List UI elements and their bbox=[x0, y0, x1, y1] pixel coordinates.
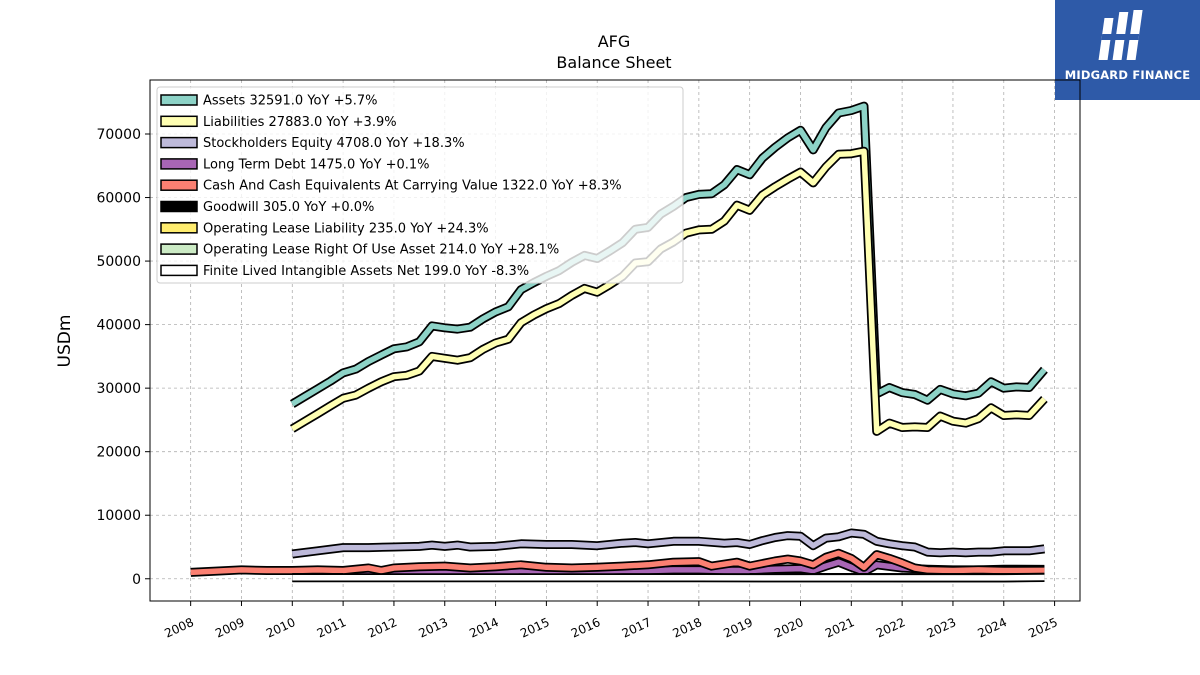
legend-label-7: Operating Lease Right Of Use Asset 214.0… bbox=[203, 243, 559, 258]
legend-label-0: Assets 32591.0 YoY +5.7% bbox=[203, 94, 378, 109]
x-tick-label: 2016 bbox=[569, 615, 603, 641]
x-tick-label: 2011 bbox=[315, 615, 349, 641]
x-tick-label: 2018 bbox=[671, 615, 705, 641]
x-tick-label: 2008 bbox=[162, 615, 196, 641]
brand-logo-icon bbox=[1098, 10, 1143, 60]
legend-swatch-8 bbox=[160, 264, 198, 277]
legend-swatch-6 bbox=[160, 222, 198, 234]
legend-swatch-4 bbox=[160, 179, 198, 191]
x-tick-label: 2023 bbox=[925, 615, 959, 641]
x-tick-label: 2012 bbox=[366, 615, 400, 641]
y-axis-label: USDm bbox=[55, 315, 75, 368]
x-tick-label: 2010 bbox=[264, 615, 298, 641]
x-tick-label: 2015 bbox=[518, 615, 552, 641]
y-tick-label: 50000 bbox=[96, 254, 141, 270]
legend-label-2: Stockholders Equity 4708.0 YoY +18.3% bbox=[203, 136, 465, 151]
x-tick-label: 2013 bbox=[416, 615, 450, 641]
x-tick-label: 2020 bbox=[772, 615, 806, 641]
legend-swatch-1 bbox=[160, 115, 198, 128]
legend-swatch-2 bbox=[160, 136, 198, 149]
legend-swatch-3 bbox=[160, 158, 198, 170]
y-tick-label: 60000 bbox=[96, 191, 141, 207]
logo-box: MIDGARD FINANCE bbox=[1055, 0, 1200, 100]
series-line-4 bbox=[190, 550, 1045, 576]
y-tick-label: 20000 bbox=[96, 445, 141, 461]
chart-subtitle: Balance Sheet bbox=[556, 53, 671, 72]
legend-label-5: Goodwill 305.0 YoY +0.0% bbox=[203, 200, 374, 215]
x-tick-label: 2009 bbox=[213, 615, 247, 641]
legend-label-6: Operating Lease Liability 235.0 YoY +24.… bbox=[203, 221, 489, 236]
x-tick-label: 2017 bbox=[620, 615, 654, 641]
x-tick-label: 2024 bbox=[975, 615, 1009, 641]
x-tick-label: 2022 bbox=[874, 615, 908, 641]
brand-name: MIDGARD FINANCE bbox=[1064, 68, 1191, 82]
plot-frame bbox=[149, 79, 1081, 602]
legend-swatch-0 bbox=[160, 94, 198, 106]
legend-label-3: Long Term Debt 1475.0 YoY +0.1% bbox=[203, 157, 430, 172]
y-tick-label: 70000 bbox=[96, 127, 141, 143]
legend-swatch-5 bbox=[160, 200, 198, 213]
legend-label-4: Cash And Cash Equivalents At Carrying Va… bbox=[203, 179, 622, 194]
chart-title: AFG bbox=[598, 32, 631, 51]
y-tick-label: 30000 bbox=[96, 381, 141, 397]
x-tick-label: 2019 bbox=[721, 615, 755, 641]
y-tick-label: 40000 bbox=[96, 318, 141, 334]
x-tick-label: 2025 bbox=[1026, 615, 1060, 641]
legend-label-1: Liabilities 27883.0 YoY +3.9% bbox=[203, 115, 397, 130]
legend-label-8: Finite Lived Intangible Assets Net 199.0… bbox=[203, 264, 529, 279]
legend: Assets 32591.0 YoY +5.7% Liabilities 2788… bbox=[156, 86, 684, 284]
y-tick-label: 10000 bbox=[96, 508, 141, 524]
series-line-2 bbox=[291, 530, 1045, 557]
y-tick-label: 0 bbox=[132, 572, 141, 588]
x-tick-label: 2014 bbox=[467, 615, 501, 641]
x-tick-label: 2021 bbox=[823, 615, 857, 641]
series-group bbox=[190, 101, 1048, 583]
legend-swatch-7 bbox=[160, 243, 198, 255]
legend-box bbox=[156, 86, 684, 284]
